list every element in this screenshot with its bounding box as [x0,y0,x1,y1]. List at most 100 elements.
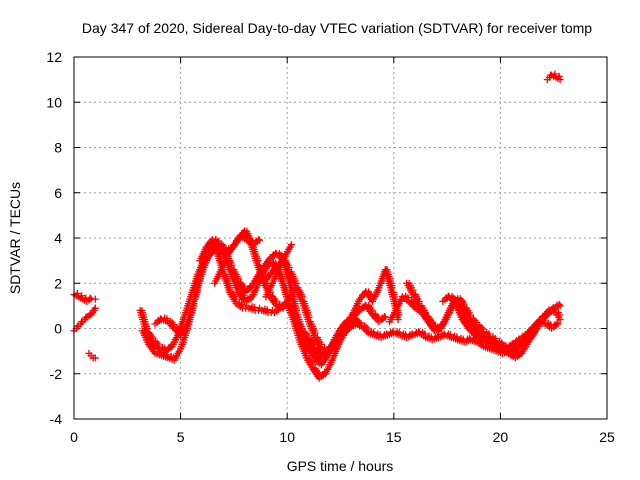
data-point-arc-f [380,312,388,320]
x-tick-label: 0 [70,429,78,445]
data-point-arc-b [82,313,90,321]
data-point-arc-a [86,294,94,302]
data-point-arc-a [91,295,99,303]
data-point-arc-k [307,343,315,351]
data-point-arc-n [553,319,561,327]
data-point-arc-m [460,300,468,308]
data-point-arc-f [304,332,312,340]
x-tick-label: 20 [493,429,509,445]
data-point-arc-k [350,319,358,327]
x-tick-label: 15 [386,429,402,445]
x-axis-label: GPS time / hours [287,458,394,474]
data-point-arc-e [156,349,164,357]
data-point-arc-d [237,300,245,308]
data-point-arc-m [479,325,487,333]
data-point-arc-g [311,329,319,337]
data-point-arc-g [254,257,262,265]
data-point-arc-j [287,241,295,249]
data-point-arc-o [551,70,559,78]
y-axis-ticks: -4 -2 0 2 4 6 8 10 12 [46,49,607,427]
x-axis-ticks: 0 5 10 15 20 25 [70,57,615,445]
data-point-arc-n [451,296,459,304]
data-point-arc-n [540,317,548,325]
data-point-arc-k [395,328,403,336]
data-point-arc-o [555,72,563,80]
data-point-arc-k [357,319,365,327]
data-point-arc-i [285,263,293,271]
data-point-arc-m [466,311,474,319]
data-point-arc-l [556,311,564,319]
data-point-arc-n [508,340,516,348]
x-tick-label: 10 [279,429,295,445]
data-point-arc-k [453,333,461,341]
data-point-arc-g [305,313,313,321]
data-point-arc-d [226,284,234,292]
data-point-arc-l [404,294,412,302]
y-tick-label: 12 [46,49,62,65]
x-tick-label: 5 [177,429,185,445]
data-point-arc-a [73,289,81,297]
grid-lines [74,57,607,419]
data-point-arc-d [309,361,317,369]
data-point-arc-k [344,324,352,332]
data-point-arc-m [428,318,436,326]
plot-frame [73,56,608,420]
data-point-arc-m [415,297,423,305]
data-point-arc-k [421,330,429,338]
data-point-arc-k [446,331,454,339]
data-point-arc-m [555,300,563,308]
data-point-arc-k [364,325,372,333]
data-point-arc-m [422,309,430,317]
data-point-arc-h [242,233,250,241]
data-point-arc-a [78,292,86,300]
data-point-arc-i [298,293,306,301]
data-point-arc-k [332,335,340,343]
data-point-arc-f [228,268,236,276]
data-point-arc-f [156,315,164,323]
data-point-arc-b [91,304,99,312]
y-axis-label: SDTVAR / TECUs [7,182,23,294]
data-point-arc-d [256,304,264,312]
data-point-arc-f [279,277,287,285]
data-point-arc-d [268,306,276,314]
data-point-arc-d [250,303,258,311]
data-point-arc-n [483,335,491,343]
y-tick-label: 2 [54,275,62,291]
y-tick-label: -2 [50,366,63,382]
y-tick-label: 8 [54,140,62,156]
data-point-arc-f [368,307,376,315]
data-point-arc-d [263,306,271,314]
data-point-arc-g [388,284,396,292]
data-point-arc-f [234,284,242,292]
data-point-arc-m [485,330,493,338]
data-point-arc-k [370,328,378,336]
y-tick-label: 4 [54,230,62,246]
data-point-arc-f [163,315,171,323]
data-point-arc-f [170,321,178,329]
data-point-arc-m [409,286,417,294]
data-point-arc-g [317,340,325,348]
data-point-arc-o [547,71,555,79]
data-point-arc-n [489,339,497,347]
data-point-arc-n [470,327,478,335]
data-point-arc-n [515,335,523,343]
data-point-arc-e [163,351,171,359]
data-point-arc-i [266,270,274,278]
y-tick-label: 6 [54,185,62,201]
data-point-arc-f [298,325,306,333]
data-point-arc-n [464,320,472,328]
data-point-arc-i [292,279,300,287]
chart-title: Day 347 of 2020, Sidereal Day-to-day VTE… [82,20,592,36]
data-point-arc-n [494,340,502,348]
y-tick-label: -4 [50,411,63,427]
data-point-arc-n [458,311,466,319]
data-points [70,70,564,382]
data-point-arc-g [214,237,222,245]
data-point-arc-f [292,313,300,321]
data-point-arc-h [255,236,263,244]
data-point-arc-c [91,354,99,362]
y-tick-label: 0 [54,321,62,337]
y-tick-label: 10 [46,94,62,110]
data-point-arc-d [232,295,240,303]
